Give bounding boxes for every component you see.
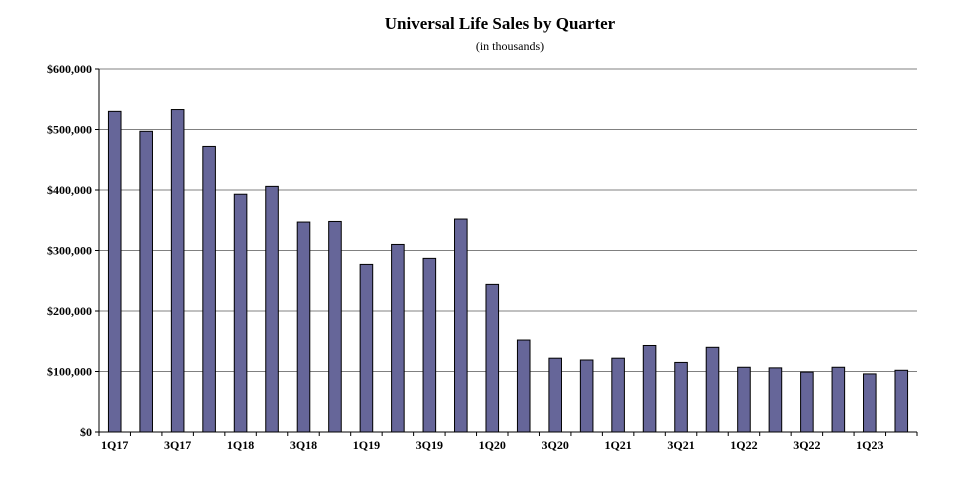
bar-1Q17 bbox=[107, 110, 122, 433]
x-tick-label: 1Q19 bbox=[353, 438, 380, 452]
bar-4Q22 bbox=[831, 366, 846, 433]
bar-1Q21 bbox=[611, 357, 625, 433]
bar-4Q19 bbox=[454, 218, 468, 433]
y-tick-label: $300,000 bbox=[47, 244, 92, 258]
y-tick-label: $0 bbox=[80, 425, 92, 439]
x-tick-label: 1Q22 bbox=[730, 438, 757, 452]
bar-1Q18 bbox=[233, 193, 248, 433]
x-tick-label: 1Q17 bbox=[101, 438, 128, 452]
x-tick-label: 3Q22 bbox=[793, 438, 820, 452]
y-tick-label: $200,000 bbox=[47, 304, 92, 318]
y-axis-tick-labels: $0 $100,000 $200,000 $300,000 $400,000 $500,0… bbox=[47, 62, 92, 439]
bar-2Q23 bbox=[894, 369, 909, 433]
x-tick-label: 3Q18 bbox=[290, 438, 317, 452]
bar-3Q18 bbox=[296, 221, 311, 433]
bar-4Q21 bbox=[705, 346, 720, 433]
bar-3Q20 bbox=[548, 357, 562, 433]
bar-1Q20 bbox=[485, 283, 500, 433]
x-tick-label: 3Q20 bbox=[542, 438, 569, 452]
chart-title: Universal Life Sales by Quarter bbox=[385, 14, 616, 33]
chart-subtitle: (in thousands) bbox=[476, 39, 544, 53]
bar-1Q23 bbox=[863, 373, 877, 433]
x-tick-label: 3Q17 bbox=[164, 438, 191, 452]
bar-1Q19 bbox=[359, 263, 374, 433]
x-tick-label: 1Q20 bbox=[479, 438, 506, 452]
bar-2Q20 bbox=[516, 339, 531, 433]
bar-2Q17 bbox=[139, 130, 153, 433]
y-tick-label: $100,000 bbox=[47, 365, 92, 379]
x-axis-tick-labels: 1Q17 3Q17 1Q18 3Q18 1Q19 3Q19 1Q20 3Q20 1Q21 3Q21… bbox=[101, 438, 883, 452]
bar-3Q21 bbox=[674, 361, 688, 433]
y-tick-label: $400,000 bbox=[47, 183, 92, 197]
bar-4Q18 bbox=[328, 220, 342, 433]
bar-2Q19 bbox=[391, 243, 405, 433]
bar-2Q22 bbox=[768, 367, 783, 433]
bar-2Q18 bbox=[265, 185, 279, 433]
bar-4Q17 bbox=[202, 145, 216, 433]
x-tick-label: 1Q23 bbox=[856, 438, 883, 452]
x-tick-label: 1Q21 bbox=[604, 438, 631, 452]
y-tick-label: $600,000 bbox=[47, 62, 92, 76]
bars bbox=[107, 109, 909, 433]
bar-3Q19 bbox=[422, 257, 437, 433]
x-tick-label: 3Q19 bbox=[416, 438, 443, 452]
axes bbox=[95, 68, 918, 436]
x-tick-label: 1Q18 bbox=[227, 438, 254, 452]
bar-3Q22 bbox=[800, 371, 814, 433]
y-tick-label: $500,000 bbox=[47, 123, 92, 137]
bar-1Q22 bbox=[737, 366, 751, 433]
bar-3Q17 bbox=[170, 109, 185, 433]
x-tick-label: 3Q21 bbox=[667, 438, 694, 452]
gridlines bbox=[99, 68, 917, 372]
bar-4Q20 bbox=[579, 359, 594, 433]
bar-2Q21 bbox=[642, 344, 657, 433]
